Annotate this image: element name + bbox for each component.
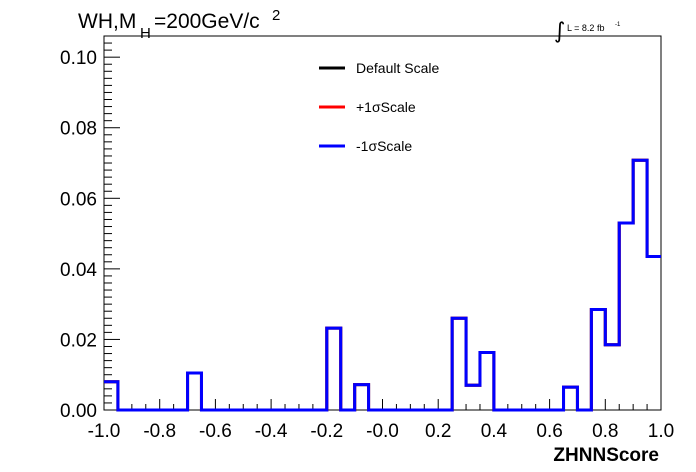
x-tick-label: -0.6 — [199, 421, 232, 442]
title-rest: =200GeV/c — [154, 10, 260, 33]
x-tick-label: -0.2 — [310, 421, 343, 442]
series-line — [104, 158, 661, 412]
y-tick-label: 0.08 — [60, 119, 97, 140]
x-tick-label: 0.4 — [481, 421, 508, 442]
x-tick-label: 0.2 — [425, 421, 451, 442]
x-tick-label: -0.8 — [143, 421, 176, 442]
x-tick-label: 0.6 — [536, 421, 562, 442]
x-tick-label: -1.0 — [88, 421, 121, 442]
y-tick-label: 0.10 — [60, 48, 97, 69]
axes: -1.0 -0.8 -0.6 -0.4 -0.2 -0.0 0.2 0.4 0.6 0.8 1.0 0… — [60, 35, 674, 442]
legend: Default Scale +1σScale -1σScale — [319, 60, 439, 154]
legend-label: -1σScale — [356, 138, 412, 154]
x-tick-label: -0.4 — [255, 421, 288, 442]
title-sup: 2 — [272, 7, 280, 24]
legend-label: +1σScale — [356, 99, 416, 115]
luminosity-label: ∫ L = 8.2 fb -1 — [554, 19, 621, 44]
lumi-text: L = 8.2 fb — [567, 23, 604, 33]
y-tick-label: 0.02 — [60, 330, 97, 351]
chart-title: WH,M H =200GeV/c 2 — [78, 7, 280, 42]
series-group — [104, 158, 661, 412]
x-tick-label: 0.8 — [592, 421, 618, 442]
x-axis-label: ZHNNScore — [553, 445, 659, 466]
lumi-sup: -1 — [615, 22, 621, 28]
title-sub: H — [140, 25, 151, 42]
x-tick-label: -0.0 — [366, 421, 399, 442]
y-tick-label: 0.00 — [60, 401, 97, 422]
title-main: WH,M — [78, 10, 136, 33]
legend-label: Default Scale — [356, 60, 439, 76]
frame — [103, 35, 662, 411]
y-tick-label: 0.04 — [60, 260, 97, 281]
y-tick-label: 0.06 — [60, 189, 97, 210]
x-tick-label: 1.0 — [648, 421, 674, 442]
integral-symbol: ∫ — [554, 19, 565, 44]
